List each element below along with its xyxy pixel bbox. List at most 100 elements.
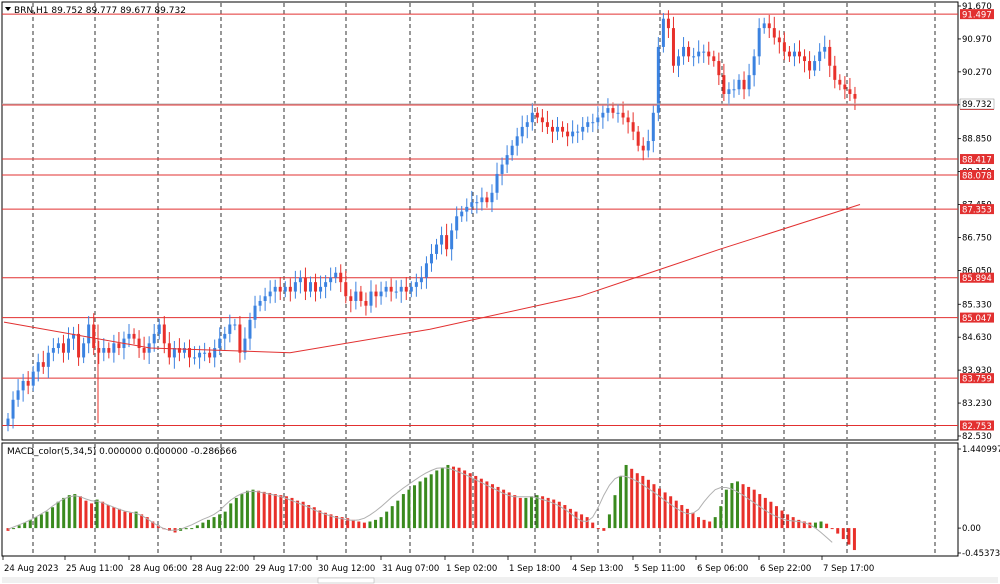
horizontal-levels[interactable] <box>2 13 958 427</box>
candle-body <box>798 51 802 57</box>
scrollbar-thumb[interactable] <box>317 577 375 584</box>
candle-body <box>722 75 726 94</box>
candle-body <box>455 216 459 231</box>
price-tick-label: 86.750 <box>962 233 992 243</box>
macd-bar <box>685 508 689 529</box>
candle-body <box>616 112 620 114</box>
candlestick-series <box>6 10 857 432</box>
candle-body <box>677 56 681 66</box>
macd-bar <box>218 514 222 529</box>
macd-tick-label: 0.00 <box>962 524 981 534</box>
candle-body <box>435 244 439 254</box>
macd-bar <box>507 492 511 529</box>
macd-bar <box>513 495 517 529</box>
level-label-bg <box>960 373 994 384</box>
macd-bar <box>257 490 261 529</box>
macd-bar <box>485 481 489 529</box>
macd-bar <box>17 525 21 529</box>
macd-bar <box>140 514 144 529</box>
scrollbar-track[interactable] <box>2 577 998 583</box>
price-tick-label: 84.630 <box>962 333 992 343</box>
candle-body <box>772 28 776 38</box>
candle-body <box>505 155 509 165</box>
candle-body <box>707 51 711 57</box>
macd-bar <box>51 507 55 529</box>
time-label: 4 Sep 13:00 <box>572 564 623 574</box>
macd-bar <box>546 497 550 529</box>
candle-body <box>702 51 706 53</box>
macd-bar <box>6 528 10 531</box>
macd-bar <box>262 491 266 529</box>
level-label: 88.417 <box>962 156 992 166</box>
macd-bar <box>12 528 16 530</box>
macd-bar <box>312 507 316 529</box>
macd-bar <box>619 475 623 529</box>
candle-body <box>828 46 832 66</box>
candle-body <box>182 348 186 353</box>
macd-tick-label: -0.453733 <box>962 549 1000 559</box>
candle-body <box>308 282 312 292</box>
candle-body <box>545 122 549 127</box>
candle-body <box>72 333 76 339</box>
macd-bar <box>541 496 545 529</box>
macd-bar <box>791 517 795 529</box>
macd-bar <box>535 495 539 529</box>
candle-body <box>132 333 136 339</box>
macd-bar <box>591 522 595 529</box>
macd-bar <box>429 474 433 529</box>
level-label-bg <box>960 204 994 215</box>
candle-body <box>495 173 499 193</box>
candle-body <box>233 324 237 326</box>
candle-body <box>273 286 277 292</box>
candle-body <box>515 136 519 146</box>
macd-bar <box>674 500 678 529</box>
dropdown-triangle-icon[interactable] <box>5 7 11 11</box>
candle-body <box>238 324 242 353</box>
macd-bar <box>730 483 734 529</box>
macd-bar <box>362 522 366 529</box>
time-label: 24 Aug 2023 <box>4 564 58 574</box>
macd-bar <box>56 501 60 529</box>
candle-body <box>777 37 781 43</box>
time-label: 7 Sep 17:00 <box>823 564 874 574</box>
candle-body <box>470 202 474 207</box>
candle-body <box>490 192 494 203</box>
macd-bar <box>563 505 567 529</box>
candle-body <box>329 277 333 283</box>
candle-body <box>41 362 45 367</box>
candle-body <box>636 131 640 146</box>
time-label: 29 Aug 17:00 <box>255 564 312 574</box>
candle-body <box>354 291 358 301</box>
level-labels: 91.49789.56688.41788.07887.35385.89485.0… <box>960 9 994 432</box>
candle-body <box>339 272 343 283</box>
macd-bar <box>607 514 611 529</box>
time-label: 31 Aug 07:00 <box>382 564 439 574</box>
macd-bar <box>67 495 71 529</box>
candle-body <box>757 28 761 57</box>
macd-bar <box>273 494 277 529</box>
candle-body <box>334 272 338 278</box>
candle-body <box>621 112 625 118</box>
macd-bar <box>390 506 394 529</box>
time-label: 6 Sep 06:00 <box>697 564 748 574</box>
level-label-bg <box>960 312 994 323</box>
candle-body <box>843 84 847 90</box>
macd-bar <box>307 505 311 529</box>
candle-body <box>838 79 842 85</box>
candle-body <box>712 56 716 62</box>
candle-body <box>107 348 111 353</box>
level-label: 87.353 <box>962 206 992 216</box>
candle-body <box>359 291 363 301</box>
candle-body <box>803 56 807 62</box>
price-tick-label: 88.850 <box>962 135 992 145</box>
macd-bar <box>268 492 272 529</box>
macd-bar <box>702 519 706 529</box>
candle-body <box>137 338 141 349</box>
macd-bar <box>813 522 817 529</box>
time-label: 1 Sep 18:00 <box>509 564 560 574</box>
macd-bar <box>418 481 422 529</box>
macd-bar <box>463 470 467 529</box>
candle-body <box>727 89 731 94</box>
candle-body <box>102 348 106 353</box>
